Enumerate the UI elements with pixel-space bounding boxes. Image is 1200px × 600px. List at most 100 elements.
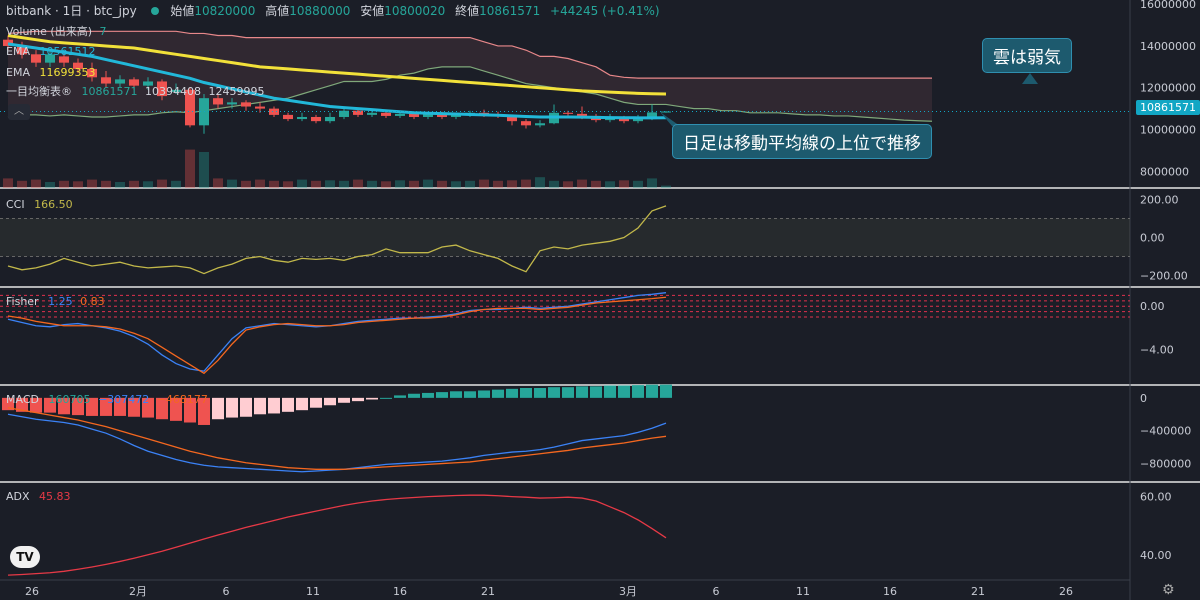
time-tick-label: 3月 [619,585,637,598]
tradingview-logo[interactable]: TV [10,546,40,568]
candle-body [171,89,181,92]
macd-histogram-bar [226,397,238,418]
macd-histogram-bar [352,397,364,402]
cloud-top-line [7,30,933,79]
change-value: +44245 (+0.41%) [550,4,660,18]
macd-histogram-bar [58,397,70,415]
open-label: 始値 [170,4,195,18]
volume-bar [325,180,335,188]
candle-body [423,113,433,117]
symbol-source[interactable]: bitbank · 1日 · btc_jpy [6,4,137,18]
volume-bar [269,180,279,188]
macd-tick-label: −800000 [1140,458,1191,471]
price-tick-label: 8000000 [1140,165,1189,178]
legend-adx[interactable]: ADX 45.83 [6,490,71,503]
volume-bar [297,179,307,188]
volume-bar [283,181,293,188]
price-tick-label: 14000000 [1140,40,1196,53]
ichimoku-v3: 12459995 [208,85,265,98]
candle-body [311,116,321,122]
candle-body [661,111,671,113]
macd-histogram-bar [324,397,336,406]
volume-bar [45,182,55,188]
macd-histogram-bar [254,397,266,415]
legend-volume[interactable]: Volume (出来高) 7 [6,25,107,38]
chevron-up-icon: ︿ [14,106,24,117]
macd-histogram-bar [128,397,140,417]
volume-bar [115,182,125,188]
close-value: 10861571 [479,4,541,18]
macd-signal-line [7,407,667,470]
collapse-legend-button[interactable]: ︿ [8,104,30,120]
macd-v2: −307472 [97,393,150,406]
candle-body [269,108,279,115]
volume-bar [563,181,573,188]
candle-body [87,68,97,78]
volume-bar [87,179,97,188]
ema-fast-label: EMA [6,45,30,58]
macd-tick-label: −400000 [1140,425,1191,438]
candle-body [633,119,643,122]
volume-bar [213,178,223,188]
macd-histogram-bar [408,393,420,398]
candle-body [367,112,377,115]
candle-body [129,79,139,86]
macd-histogram-bar [268,397,280,414]
macd-histogram-bar [520,388,532,398]
legend-macd[interactable]: MACD 160705 −307472 −468177 [6,393,208,406]
volume-bar [227,179,237,188]
ichimoku-cloud [8,31,932,122]
legend-cci[interactable]: CCI 166.50 [6,198,73,211]
macd-histogram-bar [548,387,560,398]
macd-histogram-bar [142,397,154,418]
macd-histogram-bar [450,391,462,398]
candle-body [325,116,335,122]
macd-histogram-bar [114,397,126,416]
ema-slow-label: EMA [6,66,30,79]
legend-fisher[interactable]: Fisher 1.25 0.83 [6,295,105,308]
candle-body [17,45,27,55]
low-value: 10800020 [384,4,446,18]
macd-histogram-bar [436,392,448,398]
callout-cloud-weak[interactable]: 雲は弱気 [982,38,1072,73]
volume-value: 7 [99,25,107,38]
macd-tick-label: 0 [1140,392,1147,405]
legend-ema-fast[interactable]: EMA 10561512 [6,45,95,58]
low-label: 安値 [360,4,385,18]
volume-bar [185,149,195,188]
close-label: 終値 [455,4,480,18]
macd-histogram-bar [170,397,182,421]
candle-body [227,102,237,105]
adx-value: 45.83 [39,490,71,503]
volume-bar [395,180,405,188]
macd-histogram-bar [380,397,392,399]
volume-bar [31,179,41,188]
fisher-tick-label: −4.00 [1140,344,1174,357]
volume-bar [605,181,615,188]
volume-bar [353,179,363,188]
cci-tick-label: 0.00 [1140,232,1165,245]
macd-histogram-bar [156,397,168,420]
legend-ema-slow[interactable]: EMA 11699353 [6,66,95,79]
volume-bar [451,181,461,188]
time-tick-label: 11 [306,585,320,598]
gear-icon[interactable]: ⚙ [1162,582,1175,598]
cci-value: 166.50 [34,198,73,211]
macd-histogram-bar [16,397,28,412]
candle-body [563,112,573,114]
adx-label: ADX [6,490,30,503]
price-tick-label: 16000000 [1140,0,1196,11]
candle-body [381,112,391,116]
macd-histogram-bar [198,397,210,425]
macd-histogram-bar [492,389,504,398]
volume-bar [381,181,391,188]
macd-histogram-bar [2,397,14,411]
callout-above-ma[interactable]: 日足は移動平均線の上位で推移 [672,124,932,159]
adx-line [7,494,667,576]
macd-histogram-bar [632,385,644,398]
macd-v1: 160705 [48,393,91,406]
volume-bar [493,180,503,188]
legend-ichimoku[interactable]: 一目均衡表® 10861571 10394408 12459995 [6,85,265,98]
